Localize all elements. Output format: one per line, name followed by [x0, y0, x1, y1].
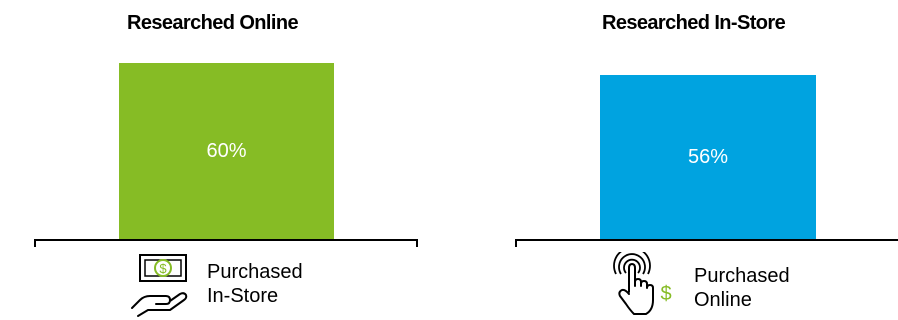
- x-axis-line: [34, 239, 418, 241]
- x-axis-tick-left: [34, 239, 36, 247]
- svg-text:$: $: [159, 261, 167, 276]
- bar-value-label: 56%: [688, 146, 728, 169]
- cash-in-hand-icon: $: [126, 252, 192, 318]
- category-label-line-2: Online: [694, 288, 790, 312]
- category-label-line-1: Purchased: [694, 264, 790, 288]
- touch-tap-dollar-icon: $: [608, 252, 674, 318]
- chart-title: Researched In-Store: [602, 12, 785, 35]
- x-axis-tick-left: [515, 239, 517, 247]
- bar-purchased-in-store: 60%: [119, 63, 334, 240]
- x-category-label: Purchased Online: [694, 264, 790, 312]
- svg-text:$: $: [660, 283, 671, 305]
- chart-researched-in-store: Researched In-Store 56% $ Purchased Onli…: [449, 0, 898, 320]
- x-axis-line: [515, 239, 898, 241]
- category-label-line-2: In-Store: [207, 284, 303, 308]
- chart-title: Researched Online: [127, 12, 298, 35]
- x-category-label: Purchased In-Store: [207, 260, 303, 308]
- chart-researched-online: Researched Online 60% $ Purchased In-Sto…: [0, 0, 449, 320]
- category-label-line-1: Purchased: [207, 260, 303, 284]
- bar-value-label: 60%: [206, 140, 246, 163]
- bar-purchased-online: 56%: [600, 75, 816, 240]
- x-axis-tick-right: [416, 239, 418, 247]
